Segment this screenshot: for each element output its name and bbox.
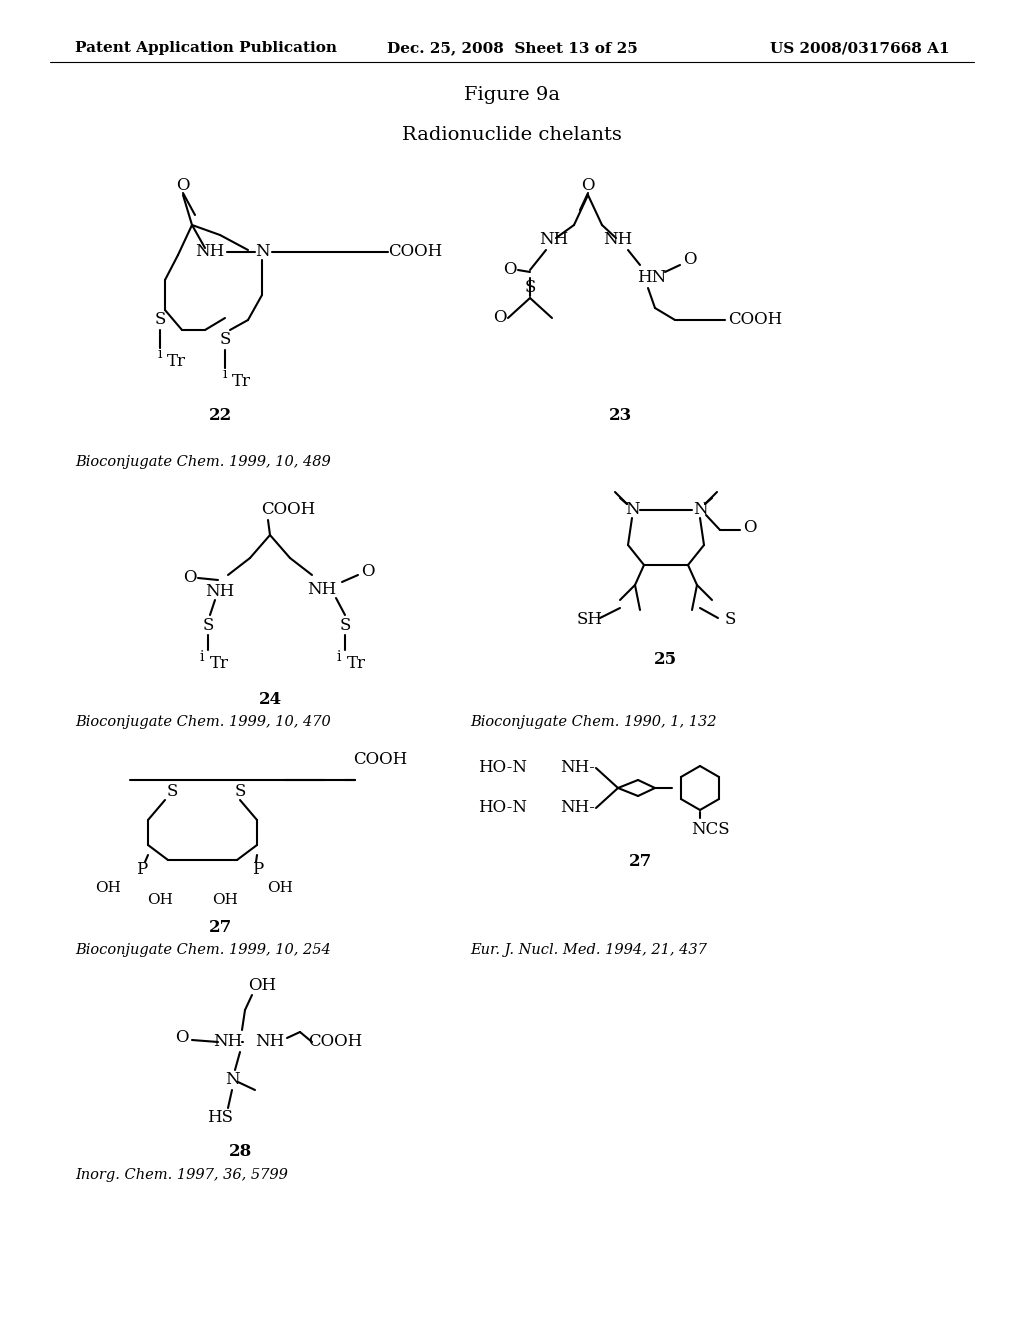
Text: OH: OH	[212, 894, 238, 907]
Text: S: S	[339, 616, 350, 634]
Text: COOH: COOH	[261, 502, 315, 519]
Text: NH: NH	[540, 231, 568, 248]
Text: Patent Application Publication: Patent Application Publication	[75, 41, 337, 55]
Text: Bioconjugate Chem. 1999, 10, 489: Bioconjugate Chem. 1999, 10, 489	[75, 455, 331, 469]
Text: i: i	[200, 649, 204, 664]
Text: NH: NH	[213, 1034, 243, 1051]
Text: N: N	[224, 1072, 240, 1089]
Text: Tr: Tr	[210, 656, 229, 672]
Text: O: O	[743, 520, 757, 536]
Text: NH-: NH-	[560, 759, 595, 776]
Text: 23: 23	[608, 407, 632, 424]
Text: HO-N: HO-N	[478, 800, 527, 817]
Text: O: O	[175, 1030, 188, 1047]
Text: O: O	[183, 569, 197, 586]
Text: O: O	[683, 252, 696, 268]
Text: HO-N: HO-N	[478, 759, 527, 776]
Text: Bioconjugate Chem. 1990, 1, 132: Bioconjugate Chem. 1990, 1, 132	[470, 715, 717, 729]
Text: 27: 27	[629, 854, 651, 870]
Text: O: O	[582, 177, 595, 194]
Text: NH: NH	[196, 243, 224, 260]
Text: OH: OH	[95, 880, 121, 895]
Text: COOH: COOH	[388, 243, 442, 260]
Text: Inorg. Chem. 1997, 36, 5799: Inorg. Chem. 1997, 36, 5799	[75, 1168, 288, 1181]
Text: Tr: Tr	[167, 352, 186, 370]
Text: OH: OH	[147, 894, 173, 907]
Text: HS: HS	[207, 1110, 233, 1126]
Text: O: O	[361, 564, 375, 581]
Text: S: S	[203, 616, 214, 634]
Text: O: O	[494, 309, 507, 326]
Text: SH: SH	[577, 611, 603, 628]
Text: NH: NH	[307, 582, 337, 598]
Text: COOH: COOH	[353, 751, 408, 768]
Text: HN: HN	[637, 269, 667, 286]
Text: O: O	[176, 177, 189, 194]
Text: OH: OH	[248, 977, 276, 994]
Text: US 2008/0317668 A1: US 2008/0317668 A1	[770, 41, 950, 55]
Text: 25: 25	[653, 652, 677, 668]
Text: N: N	[625, 502, 639, 519]
Text: Dec. 25, 2008  Sheet 13 of 25: Dec. 25, 2008 Sheet 13 of 25	[387, 41, 637, 55]
Text: S: S	[724, 611, 735, 628]
Text: Figure 9a: Figure 9a	[464, 86, 560, 104]
Text: S: S	[166, 784, 178, 800]
Text: Tr: Tr	[232, 372, 251, 389]
Text: NH: NH	[603, 231, 633, 248]
Text: Radionuclide chelants: Radionuclide chelants	[402, 125, 622, 144]
Text: N: N	[692, 502, 708, 519]
Text: O: O	[503, 261, 517, 279]
Text: 28: 28	[228, 1143, 252, 1160]
Text: NCS: NCS	[690, 821, 729, 838]
Text: S: S	[219, 331, 230, 348]
Text: P: P	[252, 862, 263, 879]
Text: NH: NH	[206, 583, 234, 601]
Text: i: i	[223, 367, 227, 381]
Text: COOH: COOH	[728, 312, 782, 329]
Text: S: S	[234, 784, 246, 800]
Text: S: S	[155, 312, 166, 329]
Text: Tr: Tr	[347, 656, 366, 672]
Text: N: N	[255, 243, 269, 260]
Text: COOH: COOH	[308, 1034, 362, 1051]
Text: P: P	[136, 862, 147, 879]
Text: i: i	[158, 347, 162, 360]
Text: NH: NH	[255, 1034, 285, 1051]
Text: NH-: NH-	[560, 800, 595, 817]
Text: i: i	[337, 649, 341, 664]
Text: 24: 24	[258, 692, 282, 709]
Text: 27: 27	[208, 920, 231, 936]
Text: S: S	[524, 280, 536, 297]
Text: Bioconjugate Chem. 1999, 10, 254: Bioconjugate Chem. 1999, 10, 254	[75, 942, 331, 957]
Text: Eur. J. Nucl. Med. 1994, 21, 437: Eur. J. Nucl. Med. 1994, 21, 437	[470, 942, 707, 957]
Text: OH: OH	[267, 880, 293, 895]
Text: Bioconjugate Chem. 1999, 10, 470: Bioconjugate Chem. 1999, 10, 470	[75, 715, 331, 729]
Text: 22: 22	[208, 407, 231, 424]
